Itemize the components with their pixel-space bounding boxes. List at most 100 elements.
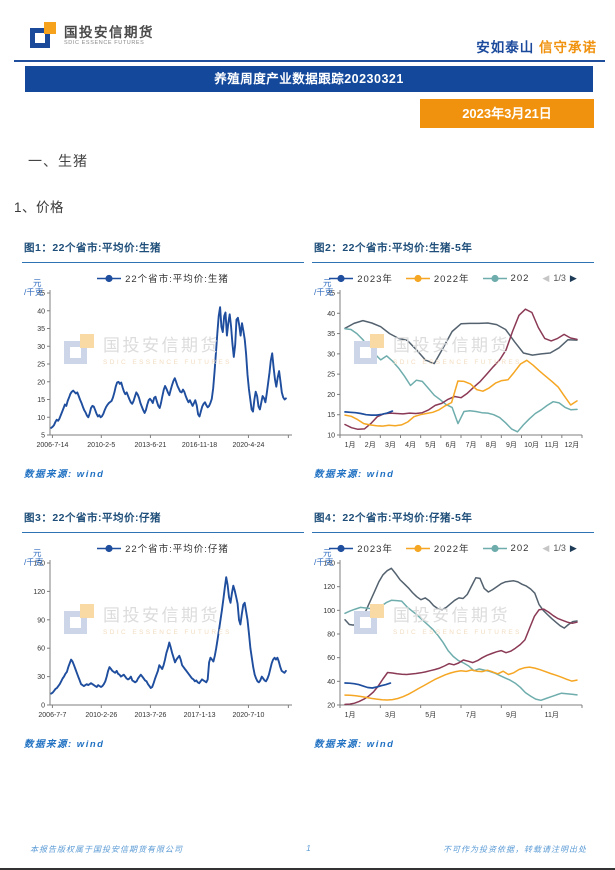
- figure-1: 图1：22个省市:平均价:生猪 国投安信期货 SDIC ESSENCE FUTUR…: [22, 240, 304, 480]
- svg-text:20: 20: [327, 703, 335, 710]
- svg-text:35: 35: [37, 326, 45, 333]
- legend-marker-icon: [329, 544, 354, 552]
- footer-copyright: 本报告版权属于国投安信期货有限公司: [30, 845, 183, 854]
- line-chart: 20 40 60 80 100 120 140 1月 3月 5月 7月 9月 11月: [323, 560, 583, 719]
- y-axis-unit: 元/千克: [314, 548, 334, 567]
- svg-text:140: 140: [323, 561, 335, 568]
- company-logo: 国投安信期货 SDIC ESSENCE FUTURES: [30, 22, 154, 48]
- page-bottom-edge: [0, 868, 615, 870]
- svg-text:45: 45: [37, 291, 45, 298]
- svg-text:3月: 3月: [385, 711, 396, 719]
- svg-text:90: 90: [37, 617, 45, 624]
- svg-text:2017-1-13: 2017-1-13: [184, 712, 216, 719]
- svg-text:2020-7-10: 2020-7-10: [232, 712, 264, 719]
- svg-text:10月: 10月: [524, 441, 539, 449]
- chart-title: 图3：22个省市:平均价:仔猪: [22, 510, 304, 533]
- y-axis-unit: 元/千克: [314, 278, 334, 297]
- svg-text:100: 100: [323, 608, 335, 615]
- legend-page-indicator: 1/3: [553, 543, 566, 553]
- legend-next-icon[interactable]: ▶: [569, 542, 577, 553]
- svg-text:2020-4-24: 2020-4-24: [232, 442, 264, 449]
- legend-item: 22个省市:平均价:生猪: [97, 271, 229, 285]
- slogan: 安如泰山 信守承诺: [476, 36, 597, 56]
- legend-item: 2023年: [329, 271, 393, 285]
- svg-text:10: 10: [327, 433, 335, 440]
- svg-text:5: 5: [41, 433, 45, 440]
- svg-text:5月: 5月: [425, 711, 436, 719]
- svg-text:8月: 8月: [486, 441, 497, 449]
- legend-marker-icon: [97, 544, 122, 552]
- slogan-blue: 安如泰山: [476, 40, 535, 55]
- header-divider: [14, 60, 605, 62]
- logo-subtitle: SDIC ESSENCE FUTURES: [64, 39, 145, 46]
- svg-text:45: 45: [327, 291, 335, 298]
- report-date-banner: 2023年3月21日: [420, 99, 594, 128]
- legend-prev-icon[interactable]: ◀: [542, 272, 550, 283]
- figure-3: 图3：22个省市:平均价:仔猪 国投安信期货 SDIC ESSENCE FUTUR…: [22, 510, 304, 750]
- svg-text:1月: 1月: [345, 711, 356, 719]
- line-chart: 0 30 60 90 120 150 2006-7-7 2010-2-26 2013-7-26 2…: [33, 560, 292, 719]
- svg-text:40: 40: [327, 311, 335, 318]
- svg-text:2月: 2月: [365, 441, 376, 449]
- svg-text:120: 120: [323, 584, 335, 591]
- y-axis-unit: 元/千克: [24, 548, 44, 567]
- line-chart: 5 10 15 20 25 30 35 40 45 2006-7-14 2010-2-5 2013-6…: [36, 290, 292, 449]
- svg-text:0: 0: [41, 703, 45, 710]
- chart-legend: 2023年 2022年 202 ◀ 1/3 ▶: [312, 539, 594, 557]
- data-source: 数据来源: wind: [24, 469, 105, 480]
- svg-text:10: 10: [37, 415, 45, 422]
- svg-text:35: 35: [327, 331, 335, 338]
- legend-marker-icon: [329, 274, 354, 282]
- data-source: 数据来源: wind: [314, 739, 395, 750]
- legend-item: 202: [482, 273, 530, 284]
- logo-name: 国投安信期货: [64, 24, 154, 40]
- legend-item: 2022年: [405, 271, 470, 285]
- svg-text:12月: 12月: [565, 441, 580, 449]
- chart-legend: 2023年 2022年 202 ◀ 1/3 ▶: [312, 269, 594, 287]
- legend-marker-icon: [482, 274, 507, 282]
- charts-grid: 图1：22个省市:平均价:生猪 国投安信期货 SDIC ESSENCE FUTUR…: [22, 240, 594, 750]
- legend-page-indicator: 1/3: [553, 273, 566, 283]
- legend-item: 2022年: [405, 541, 470, 555]
- svg-text:2013-6-21: 2013-6-21: [134, 442, 166, 449]
- section-heading: 一、生猪: [28, 153, 88, 169]
- chart-legend: 22个省市:平均价:仔猪: [22, 539, 304, 557]
- svg-text:2013-7-26: 2013-7-26: [134, 712, 166, 719]
- svg-text:20: 20: [37, 379, 45, 386]
- logo-mark-icon: [30, 22, 56, 48]
- svg-text:15: 15: [327, 412, 335, 419]
- line-chart: 10 15 20 25 30 35 40 45 1月 2月 3月 4月 5月 6月 7月 8月 9月 10月 11月…: [327, 290, 583, 449]
- svg-text:60: 60: [37, 646, 45, 653]
- svg-text:40: 40: [37, 308, 45, 315]
- page-number: 1: [306, 844, 311, 853]
- svg-text:2010-2-5: 2010-2-5: [87, 442, 115, 449]
- svg-text:6月: 6月: [445, 441, 456, 449]
- chart-title: 图2：22个省市:平均价:生猪-5年: [312, 240, 594, 263]
- legend-marker-icon: [97, 274, 122, 282]
- svg-text:30: 30: [37, 344, 45, 351]
- legend-marker-icon: [405, 274, 430, 282]
- slogan-orange: 信守承诺: [539, 40, 597, 55]
- svg-text:120: 120: [33, 589, 45, 596]
- chart-legend: 22个省市:平均价:生猪: [22, 269, 304, 287]
- legend-next-icon[interactable]: ▶: [569, 272, 577, 283]
- svg-text:2006-7-14: 2006-7-14: [36, 442, 68, 449]
- page-footer: 本报告版权属于国投安信期货有限公司 1 不可作为投资依据，转载请注明出处: [30, 844, 587, 856]
- svg-text:11月: 11月: [545, 711, 559, 719]
- subsection-heading: 1、价格: [14, 200, 65, 215]
- svg-text:4月: 4月: [405, 441, 416, 449]
- svg-text:9月: 9月: [506, 441, 517, 449]
- svg-text:2016-11-18: 2016-11-18: [182, 442, 217, 449]
- legend-prev-icon[interactable]: ◀: [542, 542, 550, 553]
- data-source: 数据来源: wind: [314, 469, 395, 480]
- svg-text:7月: 7月: [466, 711, 477, 719]
- figure-2: 图2：22个省市:平均价:生猪-5年 国投安信期货 SDIC ESSENCE FU…: [312, 240, 594, 480]
- svg-text:60: 60: [327, 655, 335, 662]
- legend-pager: ◀ 1/3 ▶: [542, 273, 576, 284]
- svg-text:25: 25: [327, 372, 335, 379]
- svg-text:20: 20: [327, 392, 335, 399]
- legend-item: 202: [482, 543, 530, 554]
- chart-title: 图1：22个省市:平均价:生猪: [22, 240, 304, 263]
- svg-text:150: 150: [33, 561, 45, 568]
